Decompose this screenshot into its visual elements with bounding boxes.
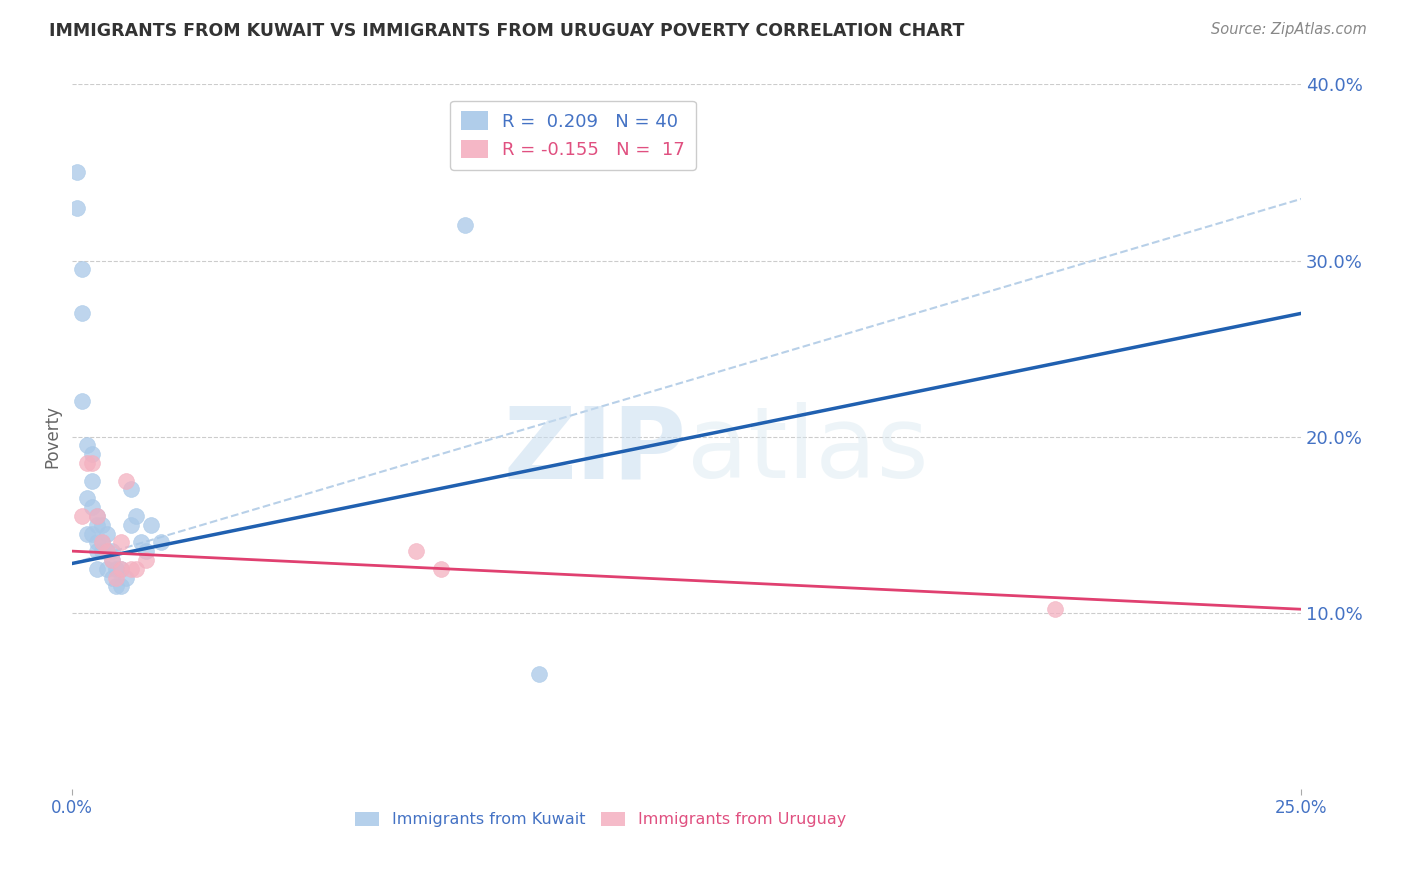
Point — [90, 544, 112, 558]
Point — [70, 306, 93, 320]
Point — [110, 535, 132, 549]
Point — [120, 483, 142, 497]
Point — [86, 508, 108, 523]
Text: ZIP: ZIP — [503, 402, 686, 500]
Point — [105, 570, 128, 584]
Point — [135, 544, 157, 558]
Point — [66, 201, 89, 215]
Point — [96, 544, 118, 558]
Point — [100, 544, 122, 558]
Point — [70, 394, 93, 409]
Point — [80, 526, 103, 541]
Point — [86, 517, 108, 532]
Point — [105, 579, 128, 593]
Point — [100, 570, 122, 584]
Point — [125, 508, 148, 523]
Point — [86, 535, 108, 549]
Point — [96, 544, 118, 558]
Legend: Immigrants from Kuwait, Immigrants from Uruguay: Immigrants from Kuwait, Immigrants from … — [349, 805, 852, 834]
Point — [96, 562, 118, 576]
Y-axis label: Poverty: Poverty — [44, 405, 60, 468]
Point — [430, 562, 453, 576]
Point — [125, 562, 148, 576]
Point — [135, 553, 157, 567]
Point — [139, 517, 162, 532]
Point — [110, 562, 132, 576]
Point — [66, 165, 89, 179]
Point — [100, 553, 122, 567]
Point — [115, 570, 138, 584]
Text: Source: ZipAtlas.com: Source: ZipAtlas.com — [1211, 22, 1367, 37]
Point — [86, 562, 108, 576]
Point — [110, 579, 132, 593]
Point — [86, 544, 108, 558]
Point — [90, 535, 112, 549]
Text: atlas: atlas — [686, 402, 928, 500]
Point — [1045, 602, 1067, 616]
Point — [115, 474, 138, 488]
Point — [86, 508, 108, 523]
Point — [129, 535, 152, 549]
Point — [149, 535, 172, 549]
Point — [80, 456, 103, 470]
Point — [96, 526, 118, 541]
Point — [76, 526, 98, 541]
Point — [110, 562, 132, 576]
Point — [76, 456, 98, 470]
Point — [100, 553, 122, 567]
Text: IMMIGRANTS FROM KUWAIT VS IMMIGRANTS FROM URUGUAY POVERTY CORRELATION CHART: IMMIGRANTS FROM KUWAIT VS IMMIGRANTS FRO… — [49, 22, 965, 40]
Point — [105, 562, 128, 576]
Point — [529, 667, 551, 681]
Point — [80, 474, 103, 488]
Point — [70, 508, 93, 523]
Point — [80, 447, 103, 461]
Point — [90, 517, 112, 532]
Point — [76, 438, 98, 452]
Point — [454, 219, 477, 233]
Point — [120, 517, 142, 532]
Point — [76, 491, 98, 506]
Point — [90, 535, 112, 549]
Point — [70, 262, 93, 277]
Point — [120, 562, 142, 576]
Point — [405, 544, 427, 558]
Point — [80, 500, 103, 514]
